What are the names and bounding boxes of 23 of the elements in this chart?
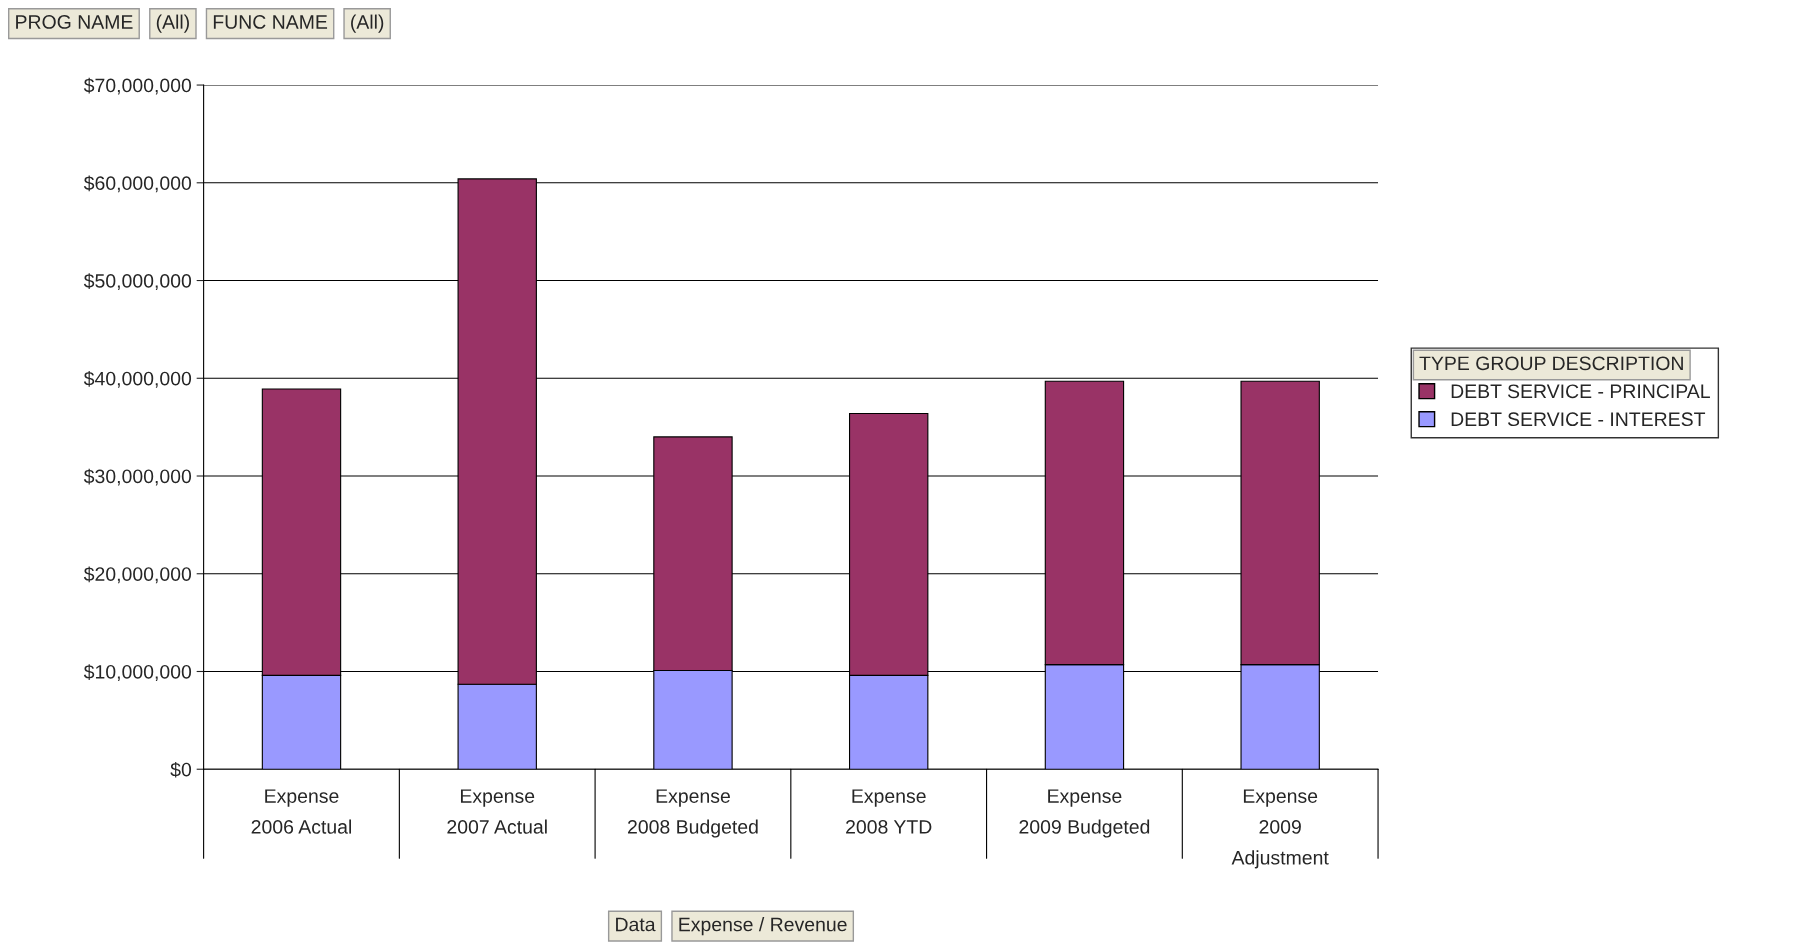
x-tick-label: Expense 2009 Adjustment [1231,789,1329,869]
x-tick-label: Expense 2008 Budgeted [627,789,758,838]
x-tick-label: Expense 2007 Actual [447,789,547,834]
y-tick-label: $50,000,000 [83,273,192,291]
y-tick-label: $60,000,000 [83,175,192,193]
y-tick-label: $30,000,000 [83,468,192,486]
text: (All) [156,14,189,33]
y-tick-label: $0 [170,761,192,778]
x-tick-label: Expense 2006 Actual [251,789,351,834]
y-tick-label: $10,000,000 [83,664,192,682]
y-tick-label: $40,000,000 [83,370,192,388]
y-tick-label: $20,000,000 [83,566,192,584]
text: Data [616,917,656,932]
legend-label: DEBT SERVICE - PRINCIPAL [1451,384,1710,399]
legend-title: TYPE GROUP DESCRIPTION [1419,356,1683,371]
x-tick-label: Expense 2008 YTD [846,789,932,834]
text: FUNC NAME [213,15,328,29]
text: PROG NAME [16,15,133,29]
x-tick-label: Expense 2009 Budgeted [1019,789,1150,838]
text: (All) [351,14,384,33]
legend-label: DEBT SERVICE - INTEREST [1451,412,1706,427]
text: Expense / Revenue [679,917,847,936]
y-tick-label: $70,000,000 [83,77,192,95]
